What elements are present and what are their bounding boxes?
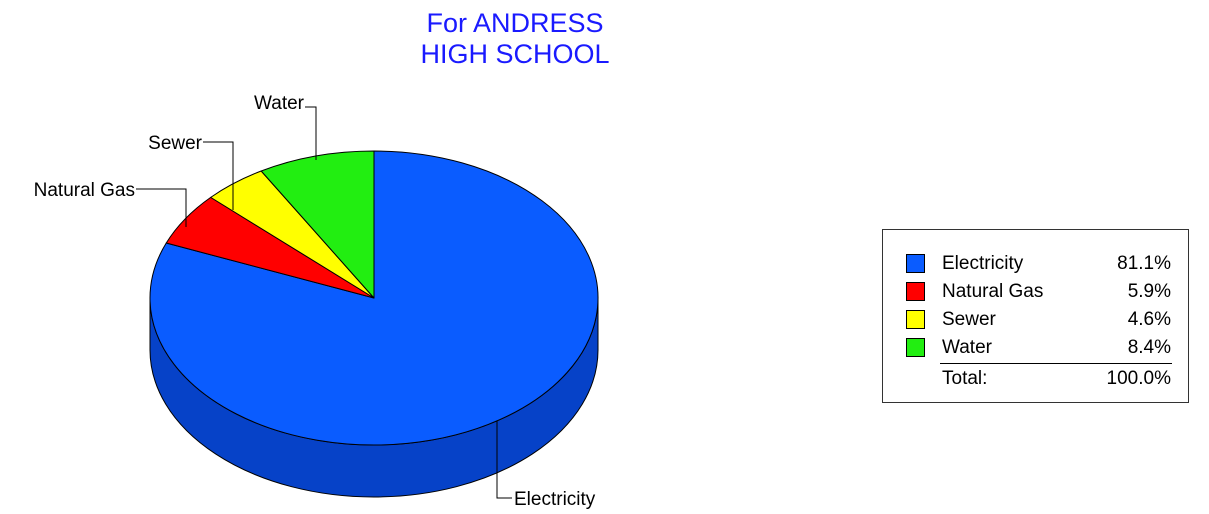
chart-title-line-2: HIGH SCHOOL: [420, 39, 610, 69]
legend-value-electricity: 81.1%: [1117, 253, 1171, 274]
legend-value-water: 8.4%: [1127, 337, 1171, 358]
callout-line-electricity: [496, 421, 512, 499]
legend-swatch-natural-gas: [906, 282, 925, 301]
legend-total-rule: [940, 363, 1172, 364]
legend-row-water: Water 8.4%: [883, 335, 1188, 360]
callout-line-water: [305, 106, 317, 160]
callout-label-electricity: Electricity: [514, 489, 596, 510]
legend-swatch-sewer: [906, 310, 925, 329]
callout-label-water: Water: [254, 93, 305, 114]
legend-row-sewer: Sewer 4.6%: [883, 307, 1188, 332]
legend-label-natural-gas: Natural Gas: [942, 281, 1044, 302]
legend-value-natural-gas: 5.9%: [1127, 281, 1171, 302]
callout-line-natural-gas: [136, 188, 187, 227]
legend-value-sewer: 4.6%: [1127, 309, 1171, 330]
legend-swatch-electricity: [906, 254, 925, 273]
chart-legend: Electricity 81.1% Natural Gas 5.9% Sewer…: [882, 229, 1189, 403]
callout-label-natural-gas: Natural Gas: [34, 180, 135, 201]
chart-title: For ANDRESS HIGH SCHOOL: [370, 8, 660, 70]
callout-line-sewer: [203, 141, 234, 210]
pie-callouts: Electricity Natural Gas Sewer Water: [34, 93, 596, 510]
legend-swatch-water: [906, 338, 925, 357]
pie-slices: [149, 150, 599, 446]
legend-total-value: 100.0%: [1106, 368, 1171, 389]
legend-label-water: Water: [942, 337, 992, 358]
legend-label-sewer: Sewer: [942, 309, 996, 330]
legend-row-electricity: Electricity 81.1%: [883, 251, 1188, 276]
pie-slice-electricity: [149, 150, 599, 446]
legend-row-natural-gas: Natural Gas 5.9%: [883, 279, 1188, 304]
legend-row-total: Total: 100.0%: [883, 366, 1188, 391]
legend-total-label: Total:: [942, 368, 988, 389]
callout-label-sewer: Sewer: [148, 133, 203, 154]
chart-title-line-1: For ANDRESS: [426, 8, 604, 38]
legend-label-electricity: Electricity: [942, 253, 1024, 274]
